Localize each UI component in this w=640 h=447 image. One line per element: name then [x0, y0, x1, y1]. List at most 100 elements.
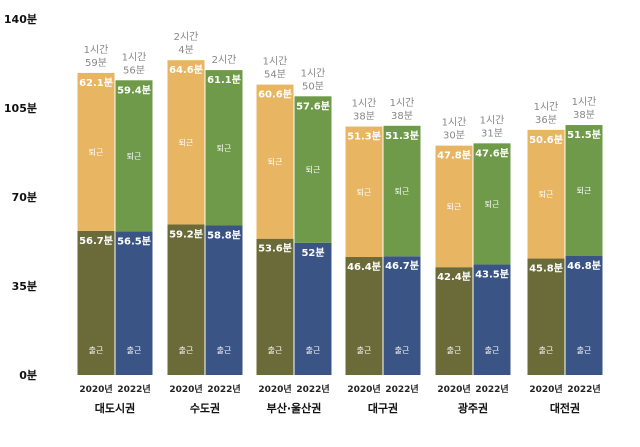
commute-bar-segment	[115, 231, 153, 375]
x-region-label: 수도권	[190, 402, 220, 415]
x-year-label: 2020년	[529, 383, 562, 395]
commute-bar-segment	[77, 230, 115, 375]
return-value-label: 62.1분	[79, 77, 113, 89]
y-tick-label: 35분	[12, 280, 37, 293]
commute-value-label: 45.8분	[529, 263, 563, 275]
total-time-label: 38분	[353, 111, 375, 123]
x-year-label: 2020년	[347, 383, 380, 395]
return-value-label: 60.6분	[258, 89, 292, 101]
return-value-label: 51.3분	[385, 130, 419, 142]
total-time-label: 1시간	[301, 67, 326, 79]
return-value-label: 61.1분	[207, 74, 241, 86]
return-bar-segment	[565, 125, 603, 256]
commute-segment-name: 출근	[357, 345, 372, 355]
return-segment-name: 퇴근	[127, 152, 142, 161]
commute-value-label: 56.5분	[117, 235, 151, 247]
total-time-label: 56분	[123, 64, 145, 76]
x-year-label: 2020년	[437, 383, 470, 395]
total-time-label: 30분	[443, 130, 465, 142]
x-year-label: 2022년	[117, 383, 150, 395]
return-segment-name: 퇴근	[395, 187, 410, 196]
bar-groups: 62.1분56.7분퇴근출근1시간59분59.4분56.5분퇴근출근1시간56분…	[77, 31, 603, 375]
x-year-label: 2022년	[567, 383, 600, 395]
commute-segment-name: 출근	[485, 345, 500, 355]
x-region-label: 광주권	[458, 402, 488, 415]
commute-segment-name: 출근	[89, 345, 104, 355]
return-bar-segment	[473, 143, 511, 265]
commute-bar-segment	[345, 257, 383, 375]
commute-segment-name: 출근	[127, 345, 142, 355]
commute-bar-segment	[473, 264, 511, 375]
commute-value-label: 52분	[301, 247, 324, 259]
return-bar-segment	[435, 145, 473, 268]
commute-segment-name: 출근	[395, 345, 410, 355]
return-bar-segment	[383, 125, 421, 257]
x-year-label: 2022년	[207, 383, 240, 395]
return-bar-segment	[294, 96, 332, 243]
total-time-label: 36분	[535, 114, 557, 126]
total-time-label: 1시간	[352, 98, 377, 110]
commute-value-label: 46.4분	[347, 261, 381, 273]
return-value-label: 47.8분	[437, 150, 471, 162]
x-year-label: 2020년	[79, 383, 112, 395]
return-segment-name: 퇴근	[179, 138, 194, 147]
commute-value-label: 59.2분	[169, 228, 203, 240]
return-value-label: 51.3분	[347, 131, 381, 143]
commute-bar-segment	[435, 267, 473, 375]
return-segment-name: 퇴근	[539, 190, 554, 199]
total-time-label: 4분	[178, 44, 194, 56]
commute-bar-segment	[167, 224, 205, 375]
total-time-label: 2시간	[174, 31, 199, 43]
total-time-label: 1시간	[390, 97, 415, 109]
return-segment-name: 퇴근	[268, 158, 283, 167]
total-time-label: 38분	[573, 109, 595, 121]
commute-value-label: 53.6분	[258, 243, 292, 255]
total-time-label: 2시간	[212, 54, 237, 66]
commute-segment-name: 출근	[447, 345, 462, 355]
return-segment-name: 퇴근	[306, 166, 321, 175]
return-bar-segment	[77, 72, 115, 231]
return-bar-segment	[167, 60, 205, 225]
return-segment-name: 퇴근	[89, 148, 104, 157]
x-region-label: 대구권	[368, 401, 398, 415]
commute-value-label: 56.7분	[79, 235, 113, 247]
total-time-label: 50분	[302, 80, 324, 92]
commute-segment-name: 출근	[217, 345, 232, 355]
y-tick-label: 70분	[12, 191, 37, 204]
x-year-label: 2022년	[296, 383, 329, 395]
return-value-label: 51.5분	[567, 129, 601, 141]
total-time-label: 38분	[391, 110, 413, 122]
return-value-label: 47.6분	[475, 147, 509, 159]
commute-value-label: 46.7분	[385, 260, 419, 272]
commute-bar-segment	[383, 256, 421, 375]
commute-segment-name: 출근	[539, 345, 554, 355]
total-time-label: 31분	[481, 127, 503, 139]
total-time-label: 1시간	[442, 117, 467, 129]
return-bar-segment	[205, 70, 243, 226]
return-segment-name: 퇴근	[577, 187, 592, 196]
total-time-label: 1시간	[84, 44, 109, 56]
x-region-label: 대도시권	[95, 401, 135, 415]
commute-segment-name: 출근	[306, 345, 321, 355]
commute-value-label: 43.5분	[475, 268, 509, 280]
total-time-label: 1시간	[572, 96, 597, 108]
x-year-label: 2022년	[385, 383, 418, 395]
return-bar-segment	[527, 129, 565, 259]
commute-value-label: 46.8분	[567, 260, 601, 272]
return-bar-segment	[345, 126, 383, 258]
total-time-label: 1시간	[534, 101, 559, 113]
return-value-label: 57.6분	[296, 100, 330, 112]
commute-bar-segment	[565, 255, 603, 375]
total-time-label: 1시간	[122, 51, 147, 63]
return-bar-segment	[256, 84, 294, 239]
return-segment-name: 퇴근	[357, 188, 372, 197]
commute-bar-segment	[294, 242, 332, 375]
y-axis: 0분 35분 70분 105분 140분	[4, 13, 37, 382]
commute-value-label: 58.8분	[207, 229, 241, 241]
